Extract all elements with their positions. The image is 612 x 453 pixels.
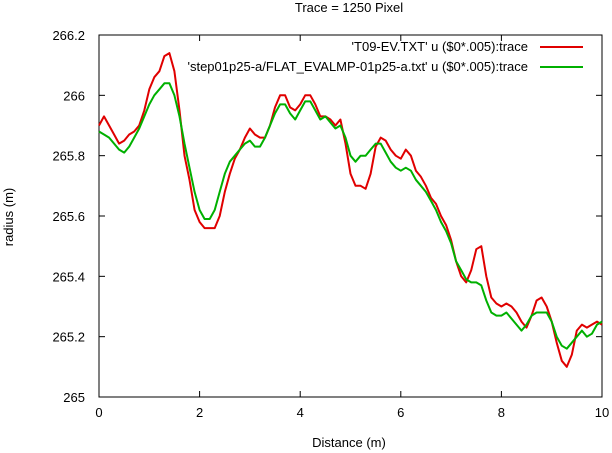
series-lines xyxy=(98,52,603,368)
y-tick-label: 265.4 xyxy=(52,269,85,284)
series-line-2 xyxy=(98,82,603,350)
y-tick-label: 265 xyxy=(63,390,85,405)
legend-label-2: 'step01p25-a/FLAT_EVALMP-01p25-a.txt' u … xyxy=(187,59,528,74)
x-tick-label: 6 xyxy=(397,405,404,420)
x-tick-label: 8 xyxy=(498,405,505,420)
plot-border xyxy=(98,34,603,398)
x-tick-label: 0 xyxy=(95,405,102,420)
x-tick-label: 4 xyxy=(297,405,304,420)
plot-frame xyxy=(98,34,603,398)
y-tick-label: 266 xyxy=(63,88,85,103)
axis-ticks: 0 2 4 6 8 10 265 265.2 265.4 265.6 265.8 266 266.2 xyxy=(52,28,609,420)
y-tick-label: 265.6 xyxy=(52,209,85,224)
legend: 'T09-EV.TXT' u ($0*.005):trace 'step01p25… xyxy=(187,39,583,74)
x-tick-label: 2 xyxy=(196,405,203,420)
y-tick-label: 265.8 xyxy=(52,149,85,164)
y-tick-label: 266.2 xyxy=(52,28,85,43)
legend-label-1: 'T09-EV.TXT' u ($0*.005):trace xyxy=(352,39,528,54)
y-tick-label: 265.2 xyxy=(52,330,85,345)
x-tick-label: 10 xyxy=(595,405,609,420)
x-axis-title: Distance (m) xyxy=(312,435,386,450)
chart-title: Trace = 1250 Pixel xyxy=(295,0,403,15)
series-line-1 xyxy=(98,52,603,368)
y-axis-title: radius (m) xyxy=(1,188,16,247)
